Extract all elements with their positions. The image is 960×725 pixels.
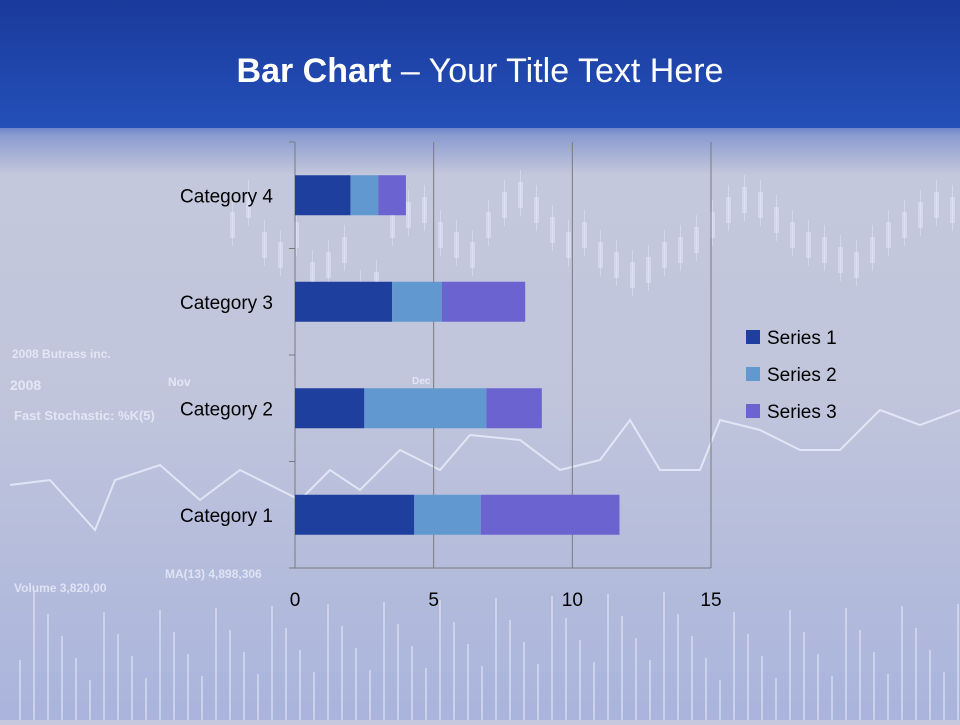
watermark-candle — [950, 197, 955, 223]
watermark-candle — [886, 222, 891, 248]
legend-label: Series 2 — [767, 365, 837, 386]
watermark-candle — [422, 197, 427, 223]
bar-segment — [414, 494, 481, 535]
watermark-candle — [278, 242, 283, 268]
x-tick-label: 15 — [700, 590, 721, 611]
x-tick-label: 0 — [290, 590, 301, 611]
watermark-candle — [518, 182, 523, 208]
watermark-text: MA(13) 4,898,306 — [165, 567, 262, 581]
watermark-stochastic-line — [9, 408, 960, 532]
x-tick-label: 5 — [428, 590, 439, 611]
watermark-candle — [326, 252, 331, 278]
legend-label: Series 1 — [767, 328, 837, 349]
bar-segment — [441, 281, 526, 322]
category-label: Category 4 — [180, 186, 273, 207]
watermark-candle — [678, 237, 683, 263]
watermark-candle — [534, 197, 539, 223]
title-bar — [0, 0, 960, 128]
watermark-candle — [918, 202, 923, 228]
legend-swatch — [746, 404, 760, 418]
watermark-candle — [390, 212, 395, 238]
legend-swatch — [746, 367, 760, 381]
legend-label: Series 3 — [767, 402, 837, 423]
watermark-candle — [902, 212, 907, 238]
watermark-candle — [582, 222, 587, 248]
bar-segment — [486, 388, 542, 429]
watermark-candle — [342, 237, 347, 263]
bar-segment — [295, 494, 415, 535]
bar-segment — [350, 175, 379, 216]
watermark-text: Fast Stochastic: %K(5) — [14, 408, 155, 423]
watermark-text: Dec — [412, 376, 431, 387]
category-label: Category 3 — [180, 293, 273, 314]
x-tick-label: 10 — [562, 590, 583, 611]
watermark-candle — [710, 212, 715, 238]
watermark-candle — [406, 202, 411, 228]
title-rest: – Your Title Text Here — [391, 52, 724, 90]
watermark-text: 2008 Butrass inc. — [12, 347, 111, 361]
bar-segment — [480, 494, 620, 535]
watermark-candle — [470, 242, 475, 268]
watermark-candle — [742, 187, 747, 213]
bar-segment — [378, 175, 406, 216]
watermark-candle — [566, 232, 571, 258]
bar-segment — [392, 281, 442, 322]
watermark-candle — [438, 222, 443, 248]
watermark-candle — [870, 237, 875, 263]
watermark-candle — [662, 242, 667, 268]
watermark-candle — [502, 192, 507, 218]
bar-segment — [295, 281, 393, 322]
watermark-candle — [614, 252, 619, 278]
watermark-candle — [726, 197, 731, 223]
watermark-candle — [262, 232, 267, 258]
category-label: Category 2 — [180, 399, 273, 420]
watermark-candle — [694, 227, 699, 253]
watermark-candle — [646, 257, 651, 283]
watermark-candle — [758, 192, 763, 218]
watermark-candle — [454, 232, 459, 258]
watermark-candle — [854, 252, 859, 278]
watermark-candle — [486, 212, 491, 238]
watermark-candle — [838, 247, 843, 273]
legend-swatch — [746, 330, 760, 344]
watermark-candle — [934, 192, 939, 218]
watermark-text: Volume 3,820,00 — [14, 581, 107, 595]
watermark-candle — [774, 207, 779, 233]
category-label: Category 1 — [180, 506, 273, 527]
watermark-candle — [790, 222, 795, 248]
watermark-candle — [294, 222, 299, 248]
watermark-candle — [822, 237, 827, 263]
watermark-text: Nov — [168, 375, 191, 389]
watermark-candle — [310, 262, 315, 288]
watermark-candle — [630, 262, 635, 288]
watermark-text: 2008 — [10, 377, 41, 393]
watermark-candle — [246, 192, 251, 218]
slide-title: Bar Chart – Your Title Text Here — [0, 52, 960, 91]
watermark-candle — [598, 242, 603, 268]
bar-segment — [295, 175, 351, 216]
watermark-candle — [806, 232, 811, 258]
title-bold: Bar Chart — [236, 52, 392, 90]
bar-segment — [295, 388, 365, 429]
watermark-candle — [550, 217, 555, 243]
bar-segment — [364, 388, 487, 429]
watermark-candle — [230, 212, 235, 238]
